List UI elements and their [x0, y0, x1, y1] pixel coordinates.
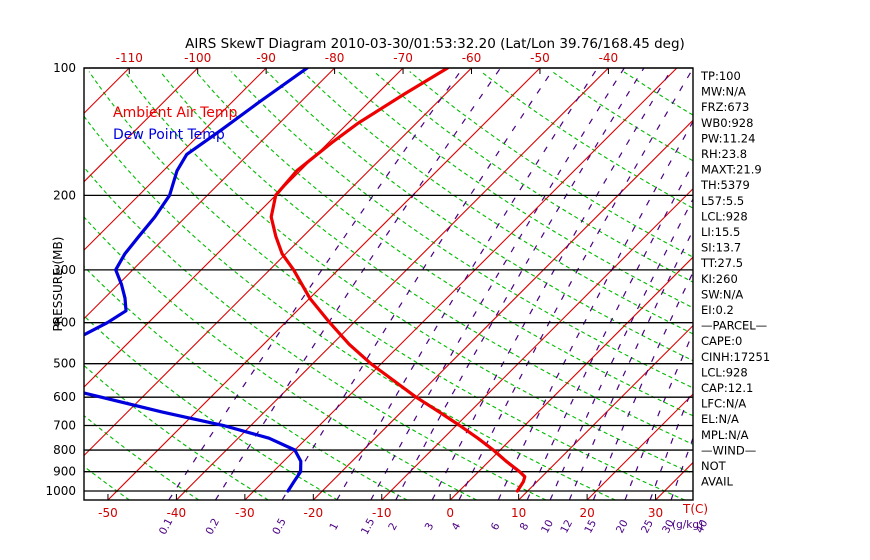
parameter-item: CAP:12.1 [701, 381, 753, 395]
bottom-temperature-tick-label: -30 [235, 506, 255, 520]
parameter-item: —PARCEL— [701, 319, 767, 333]
parameter-item: EL:N/A [701, 412, 739, 426]
parameter-item: SI:13.7 [701, 241, 741, 255]
parameter-item: FRZ:673 [701, 100, 749, 114]
parameter-item: TP:100 [700, 69, 741, 83]
parameter-item: PW:11.24 [701, 131, 755, 145]
parameter-item: LFC:N/A [701, 397, 746, 411]
top-temperature-tick-label: -90 [256, 51, 276, 65]
bottom-temperature-tick-label: -10 [372, 506, 392, 520]
parameter-item: L57:5.5 [701, 194, 744, 208]
bottom-temperature-tick-label: -20 [304, 506, 324, 520]
parameter-item: MAXT:21.9 [701, 163, 762, 177]
top-temperature-tick-label: -50 [530, 51, 550, 65]
mixing-ratio-tick-label: 3 [423, 521, 437, 533]
mixing-ratio-axis-label: (g/kg) [672, 519, 703, 531]
pressure-tick-label: 100 [53, 61, 76, 75]
parameter-item: TT:27.5 [700, 256, 743, 270]
plot-frame [83, 67, 694, 501]
page-title: AIRS SkewT Diagram 2010-03-30/01:53:32.2… [185, 36, 685, 52]
mixing-ratio-tick-label: 20 [614, 518, 631, 535]
parameter-item: LCL:928 [701, 209, 748, 223]
parameter-item: —WIND— [701, 443, 756, 457]
top-temperature-tick-label: -80 [325, 51, 345, 65]
parameter-item: MW:N/A [701, 85, 746, 99]
bottom-temperature-tick-label: 20 [579, 506, 594, 520]
parameter-item: NOT [701, 459, 727, 473]
top-temperature-tick-label: -100 [184, 51, 211, 65]
bottom-temperature-tick-label: -50 [98, 506, 118, 520]
mixing-ratio-tick-label: 30 [660, 518, 677, 535]
parameter-item: LCL:928 [701, 365, 748, 379]
mixing-ratio-tick-label: 0.2 [204, 516, 222, 536]
mixing-ratio-tick-label: 1 [327, 521, 341, 533]
sounding-curves [84, 68, 527, 493]
mixing-ratio-tick-label: 0.5 [270, 516, 288, 536]
parameter-item: RH:23.8 [701, 147, 747, 161]
legend-ambient-label: Ambient Air Temp [113, 105, 238, 121]
top-temperature-tick-label: -40 [599, 51, 619, 65]
parameter-item: LI:15.5 [701, 225, 740, 239]
mixing-ratio-tick-label: 4 [450, 521, 464, 533]
parameter-item: CINH:17251 [701, 350, 770, 364]
parameter-item: SW:N/A [701, 287, 743, 301]
top-temperature-tick-label: -70 [393, 51, 413, 65]
pressure-tick-label: 600 [53, 390, 76, 404]
ambient-temp-curve [269, 68, 527, 493]
parameter-item: TH:5379 [700, 178, 750, 192]
parameter-item: EI:0.2 [701, 303, 734, 317]
bottom-temperature-tick-label: 0 [446, 506, 454, 520]
pressure-tick-label: 700 [53, 419, 76, 433]
parameter-item: WB0:928 [701, 116, 753, 130]
top-temperature-tick-label: -60 [462, 51, 482, 65]
background-grid [84, 68, 693, 500]
pressure-tick-label: 800 [53, 443, 76, 457]
mixing-ratio-tick-label: 6 [489, 521, 503, 533]
pressure-tick-label: 300 [53, 263, 76, 277]
pressure-tick-label: 400 [53, 316, 76, 330]
parameter-item: CAPE:0 [701, 334, 742, 348]
mixing-ratio-tick-label: 15 [582, 518, 599, 535]
dewpoint-curve [84, 68, 309, 493]
bottom-temperature-tick-label: 30 [648, 506, 663, 520]
mixing-ratio-tick-label: 2 [386, 521, 400, 533]
top-temperature-tick-label: -110 [116, 51, 143, 65]
mixing-ratio-tick-label: 10 [539, 518, 556, 535]
pressure-axis-label: PRESSURE (MB) [51, 237, 65, 332]
pressure-tick-label: 1000 [45, 484, 76, 498]
pressure-tick-label: 200 [53, 188, 76, 202]
parameter-item: MPL:N/A [701, 428, 749, 442]
legend-dewpoint-label: Dew Point Temp [113, 127, 225, 143]
bottom-temperature-tick-label: 10 [511, 506, 526, 520]
temperature-axis-label: T(C) [682, 502, 708, 516]
mixing-ratio-tick-label: 40 [694, 518, 711, 535]
mixing-ratio-tick-label: 12 [558, 518, 575, 535]
bottom-temperature-tick-label: -40 [167, 506, 187, 520]
mixing-ratio-tick-label: 25 [639, 518, 656, 535]
parameter-item: AVAIL [701, 475, 734, 489]
parameter-item: KI:260 [701, 272, 738, 286]
mixing-ratio-tick-label: 8 [518, 521, 532, 533]
pressure-tick-label: 500 [53, 357, 76, 371]
pressure-tick-label: 900 [53, 465, 76, 479]
